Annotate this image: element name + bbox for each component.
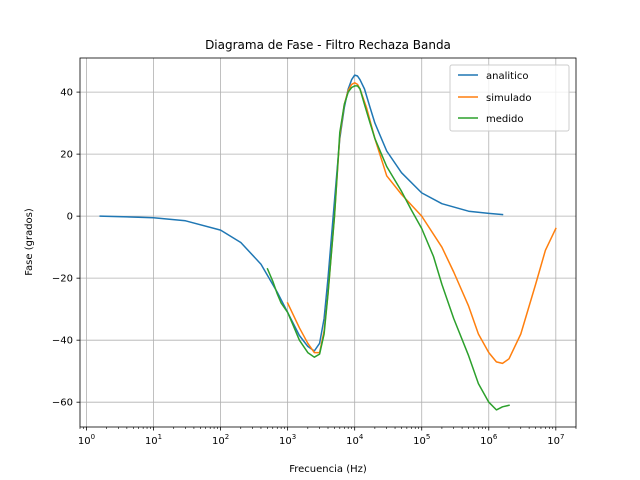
- y-tick-label-4: 20: [60, 150, 73, 161]
- legend-box: [449, 64, 570, 132]
- chart-title: Diagrama de Fase - Filtro Rechaza Banda: [205, 38, 451, 52]
- y-tick-label-5: 40: [60, 88, 73, 99]
- x-tick-label-5: 105: [413, 433, 430, 447]
- y-tick-label-3: 0: [67, 212, 73, 223]
- x-tick-label-4: 104: [346, 433, 364, 447]
- x-tick-label-1: 101: [145, 433, 162, 447]
- series-lines: [99, 74, 557, 411]
- axis-ticks: [76, 91, 577, 431]
- x-tick-label-0: 100: [78, 433, 95, 447]
- x-tick-label-2: 102: [212, 433, 229, 447]
- y-tick-label-1: −40: [52, 336, 73, 347]
- x-tick-labels: 100 101 102 103 104 105 106 107: [78, 433, 565, 447]
- legend: analitico simulado medido: [449, 64, 570, 132]
- y-axis-label: Fase (grados): [24, 208, 35, 276]
- x-tick-label-7: 107: [547, 433, 564, 447]
- x-tick-label-3: 103: [279, 433, 296, 447]
- y-tick-label-2: −20: [52, 274, 73, 285]
- legend-label-analitico: analitico: [486, 71, 528, 82]
- y-tick-labels: −60 −40 −20 0 20 40: [52, 88, 73, 409]
- series-line-medido: [266, 85, 510, 411]
- x-axis-label: Frecuencia (Hz): [289, 464, 367, 475]
- legend-label-simulado: simulado: [486, 93, 531, 104]
- y-tick-label-0: −60: [52, 398, 73, 409]
- legend-label-medido: medido: [486, 114, 524, 125]
- x-tick-label-6: 106: [480, 433, 498, 447]
